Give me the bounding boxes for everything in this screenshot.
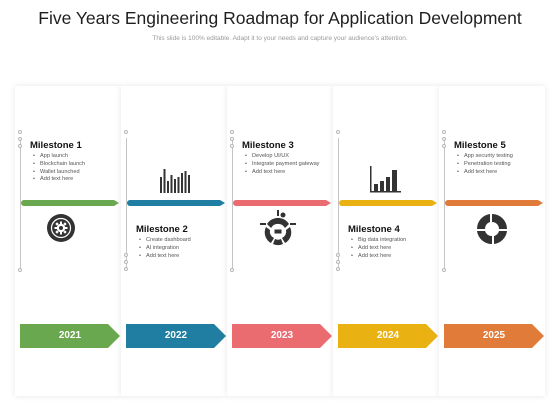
connector-dot: [124, 267, 128, 271]
timeline-bar-2: [127, 200, 225, 206]
milestone-3: Milestone 3 Develop UI/UX Integrate paym…: [242, 140, 322, 176]
milestone-list: Create dashboard AI integration Add text…: [136, 237, 228, 260]
milestone-item: Penetration testing: [457, 161, 546, 169]
connector-dot: [336, 130, 340, 134]
milestone-item: App security testing: [457, 153, 546, 161]
page-title: Five Years Engineering Roadmap for Appli…: [38, 8, 522, 28]
year-2021-arrow: 2021: [20, 324, 120, 348]
milestone-2: Milestone 2 Create dashboard AI integrat…: [136, 224, 228, 260]
milestone-item: Add text here: [351, 253, 440, 261]
timeline-bar-4: [339, 200, 437, 206]
milestone-list: App security testing Penetration testing…: [454, 153, 546, 176]
timeline-bar-3: [233, 200, 331, 206]
connector-dot: [230, 144, 234, 148]
gear-target-icon: [47, 214, 75, 242]
year-2023-arrow: 2023: [232, 324, 332, 348]
connector-dot: [442, 144, 446, 148]
page-subtitle: This slide is 100% editable. Adapt it to…: [152, 35, 408, 42]
milestone-item: Create dashboard: [139, 237, 228, 245]
connector-dot: [442, 130, 446, 134]
year-2024-arrow: 2024: [338, 324, 438, 348]
milestone-item: Add text here: [139, 253, 228, 261]
connector-dot: [230, 130, 234, 134]
connector-dot: [18, 268, 22, 272]
connector-dot: [18, 130, 22, 134]
connector-dot: [442, 268, 446, 272]
growth-chart-icon: [370, 166, 401, 193]
connector-dot: [124, 253, 128, 257]
connector-dot: [230, 268, 234, 272]
milestone-list: App launch Blockchain launch Wallet laun…: [30, 153, 122, 184]
milestone-item: Wallet launched: [33, 169, 122, 177]
pie-segments-icon: [476, 214, 507, 245]
milestone-title: Milestone 5: [454, 140, 506, 151]
connector-dot: [230, 137, 234, 141]
connector-dot: [18, 137, 22, 141]
connector-dot: [442, 137, 446, 141]
milestone-item: Add text here: [245, 169, 322, 177]
connector-dot: [336, 267, 340, 271]
year-2022-arrow: 2022: [126, 324, 226, 348]
milestone-title: Milestone 4: [348, 224, 400, 235]
milestone-item: Big data integration: [351, 237, 440, 245]
connector-line-2: [126, 138, 127, 270]
milestone-list: Develop UI/UX Integrate payment gateway …: [242, 153, 322, 176]
milestone-title: Milestone 3: [242, 140, 294, 151]
connector-dot: [124, 260, 128, 264]
milestone-item: Add text here: [351, 245, 440, 253]
bar-chart-icon: [160, 169, 190, 193]
milestone-5: Milestone 5 App security testing Penetra…: [454, 140, 546, 176]
connector-dot: [18, 144, 22, 148]
connector-dot: [336, 253, 340, 257]
milestone-item: Add text here: [457, 169, 546, 177]
milestone-item: App launch: [33, 153, 122, 161]
milestone-item: Integrate payment gateway: [245, 161, 322, 169]
milestone-1: Milestone 1 App launch Blockchain launch…: [30, 140, 122, 184]
connector-line-3: [232, 138, 233, 270]
milestone-item: Develop UI/UX: [245, 153, 322, 161]
milestone-item: AI integration: [139, 245, 228, 253]
connector-dot: [336, 260, 340, 264]
timeline-bar-5: [445, 200, 543, 206]
milestone-title: Milestone 1: [30, 140, 82, 151]
bug-laptop-icon: [260, 210, 296, 246]
milestone-list: Big data integration Add text here Add t…: [348, 237, 440, 260]
connector-line-5: [444, 138, 445, 270]
connector-line-4: [338, 138, 339, 270]
milestone-4: Milestone 4 Big data integration Add tex…: [348, 224, 440, 260]
timeline-bar-1: [21, 200, 119, 206]
milestone-item: Blockchain launch: [33, 161, 122, 169]
milestone-item: Add text here: [33, 176, 122, 184]
connector-dot: [124, 130, 128, 134]
milestone-title: Milestone 2: [136, 224, 188, 235]
year-2025-arrow: 2025: [444, 324, 544, 348]
connector-line-1: [20, 138, 21, 270]
